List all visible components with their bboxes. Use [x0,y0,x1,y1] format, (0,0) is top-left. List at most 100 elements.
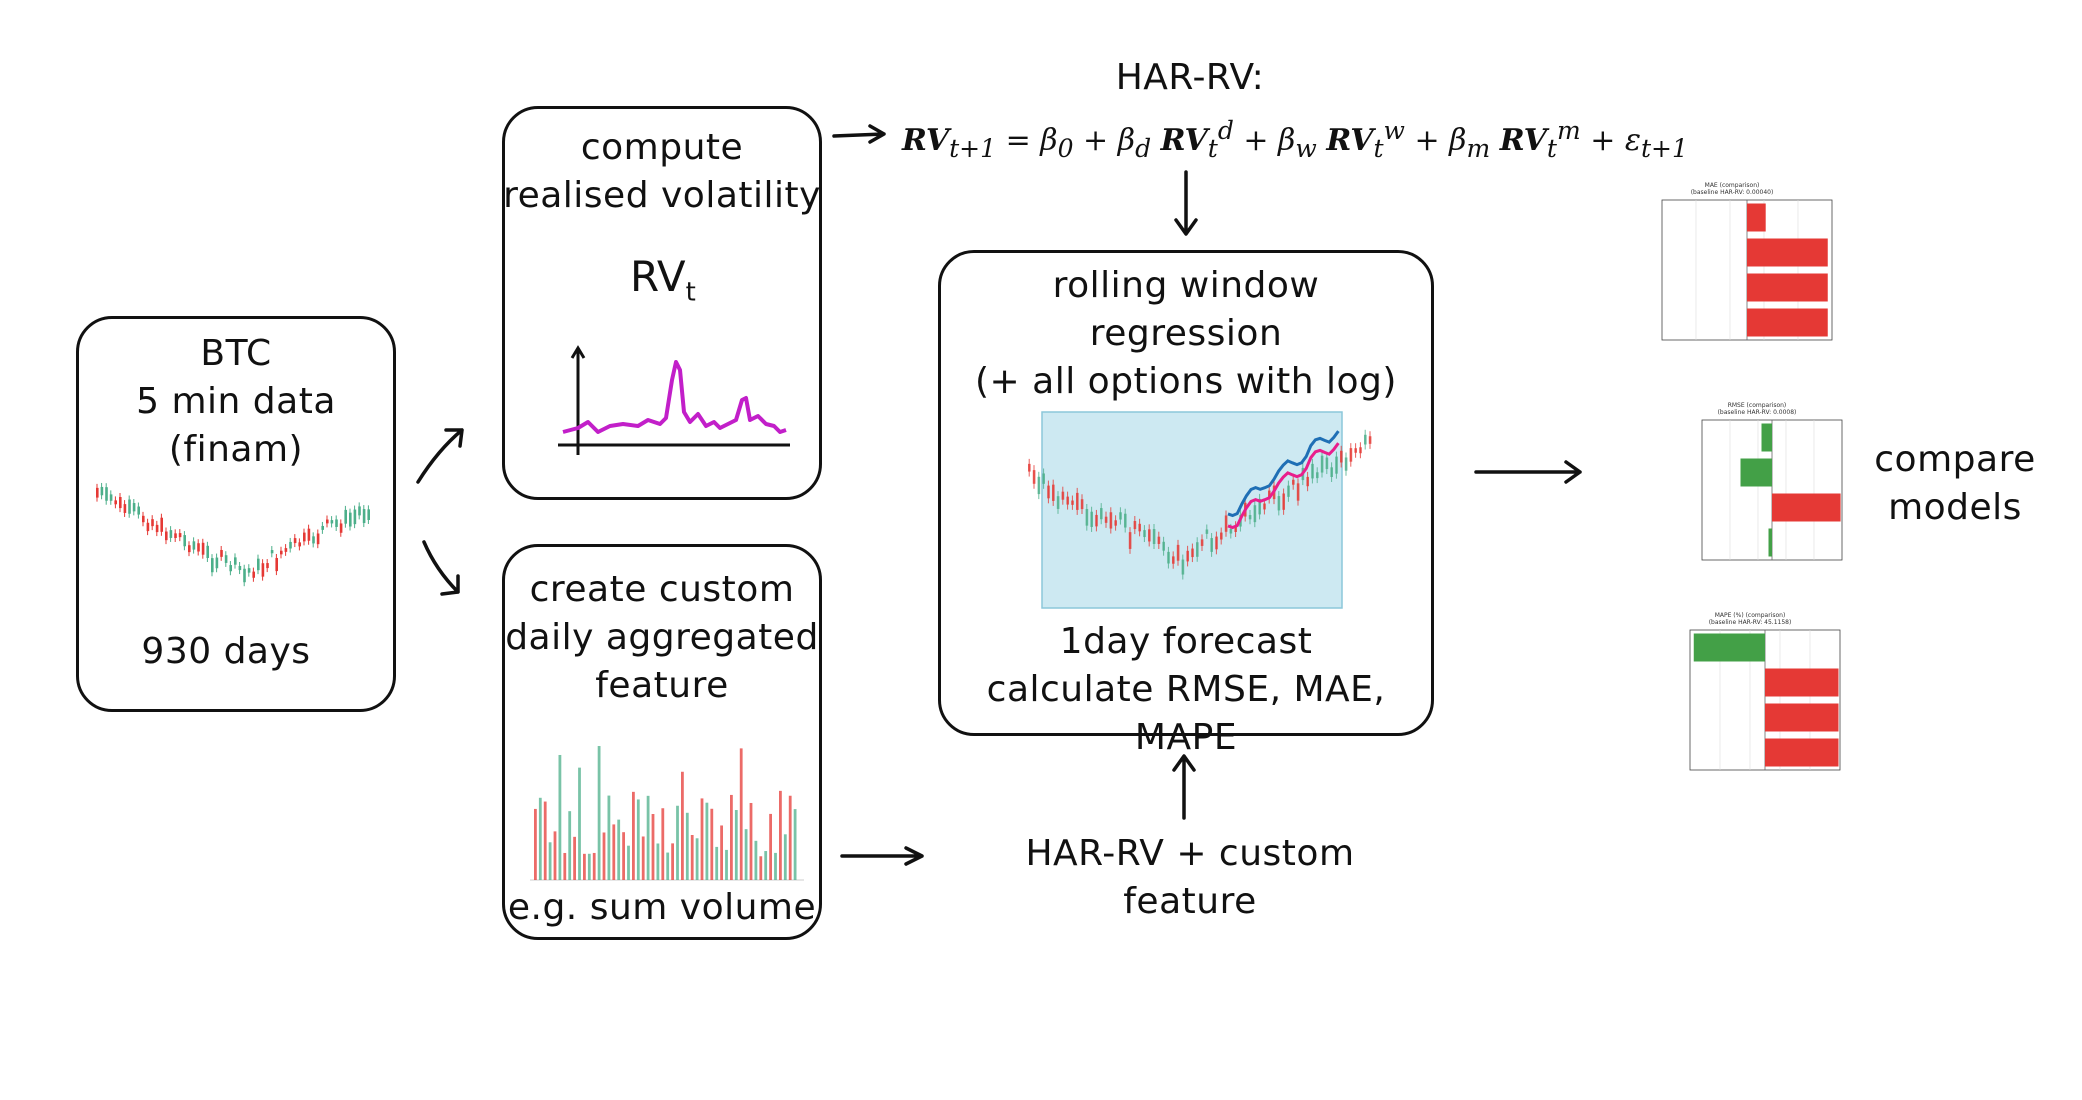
forecast-candle [1311,463,1314,479]
mini-chart-bar [1747,203,1766,232]
btc-candle [211,558,214,573]
btc-title: BTC [200,333,272,374]
forecast-candle [1320,455,1324,473]
volume-bar [788,795,792,880]
har-rv-equation: RVt+1 = β0 + βd RVtd + βw RVtw + βm RVtm… [902,116,1688,163]
volume-bar [646,795,650,880]
btc-candle [114,500,117,505]
forecast-candle [1056,496,1060,509]
btc-candle [316,533,320,545]
mini-chart-subtitle: (baseline HAR-RV: 45.1158) [1709,619,1792,626]
custom-box-line3: feature [595,665,729,706]
forecast-candle [1100,508,1103,520]
volume-bar [793,809,797,880]
forecast-candle [1215,536,1218,550]
forecast-candle [1104,516,1108,523]
forecast-candle [1186,550,1189,562]
btc-candle [169,530,173,538]
forecast-candle [1061,491,1065,500]
btc-candle [109,494,113,501]
custom-box-line2: daily aggregated [505,617,819,658]
forecast-candle [1085,508,1089,526]
btc-candle [142,515,145,523]
forecast-candle [1268,490,1271,499]
forecast-candle [1296,483,1300,501]
btc-candle [247,568,251,573]
forecast-candle [1152,529,1156,545]
forecast-candle [1167,551,1170,564]
arrow-har-to-rolling [1174,170,1198,236]
btc-candle [367,509,370,520]
btc-candle [335,519,338,527]
compare-line1: compare [1874,439,2036,480]
forecast-candle [1143,530,1146,538]
volume-bar [764,851,768,880]
har-custom-label: HAR-RV + custom feature [1025,833,1355,922]
btc-candle [123,504,127,513]
btc-candle [132,503,136,512]
btc-candle [289,541,292,549]
forecast-candle [1052,484,1055,501]
volume-bar [656,843,660,880]
forecast-candle [1316,472,1319,479]
forecast-candle [1234,526,1237,532]
btc-candle [188,545,191,553]
btc-candle [284,548,288,552]
btc-candle [252,571,255,578]
forecast-candle [1109,512,1113,529]
volume-bar [666,852,670,880]
mini-chart-bar [1765,668,1839,697]
btc-candle [105,487,108,501]
btc-candle [321,525,324,530]
volume-bar [769,813,772,880]
forecast-candle [1340,450,1343,463]
volume-bar [612,824,616,880]
rolling-line5: calculate RMSE, MAE, MAPE [986,669,1386,758]
volume-bar [636,799,640,880]
rv-symbol: RVt [630,252,696,308]
forecast-candle [1196,542,1199,557]
rolling-line1: rolling window [1052,265,1320,306]
btc-candle [100,486,104,496]
volume-bar [779,790,782,880]
btc-candle [128,499,131,514]
forecast-candle [1258,498,1261,515]
custom-box-line1: create custom [529,569,795,610]
forecast-candle [1282,493,1285,510]
forecast-candle [1306,476,1309,487]
mae-comparison-chart: MAE (comparison)(baseline HAR-RV: 0.0004… [1661,182,1833,341]
btc-data-frequency: 5 min data [136,381,336,422]
forecast-candle [1148,529,1151,542]
volume-bar [568,811,572,880]
volume-bar [744,829,748,880]
volume-bar [548,842,552,880]
volume-bar [725,849,728,880]
forecast-candle [1181,559,1185,575]
volume-bar [720,825,723,880]
btc-candle [151,519,154,527]
btc-candle [206,545,209,559]
forecast-candle [1248,515,1252,520]
btc-candle [312,536,315,544]
btc-candle [266,563,269,569]
forecast-candle [1032,470,1036,484]
rv-sketch-chart [558,345,790,455]
btc-candle [183,535,186,547]
forecast-candle [1162,541,1165,551]
forecast-candle [1368,436,1372,444]
volume-bar [578,767,581,880]
btc-candle [261,563,265,577]
forecast-candle [1224,515,1228,532]
volume-bar [700,798,704,880]
forecast-chart [1028,411,1372,609]
volume-bar [602,832,606,880]
volume-bar [592,852,596,880]
volume-bar [671,843,674,880]
btc-candle [257,558,260,571]
forecast-candle [1090,511,1093,527]
mini-chart-bar [1761,423,1772,452]
btc-candle [155,524,159,533]
volume-bar [730,794,733,880]
forecast-candle [1287,485,1290,497]
forecast-line-blue [1227,430,1340,518]
